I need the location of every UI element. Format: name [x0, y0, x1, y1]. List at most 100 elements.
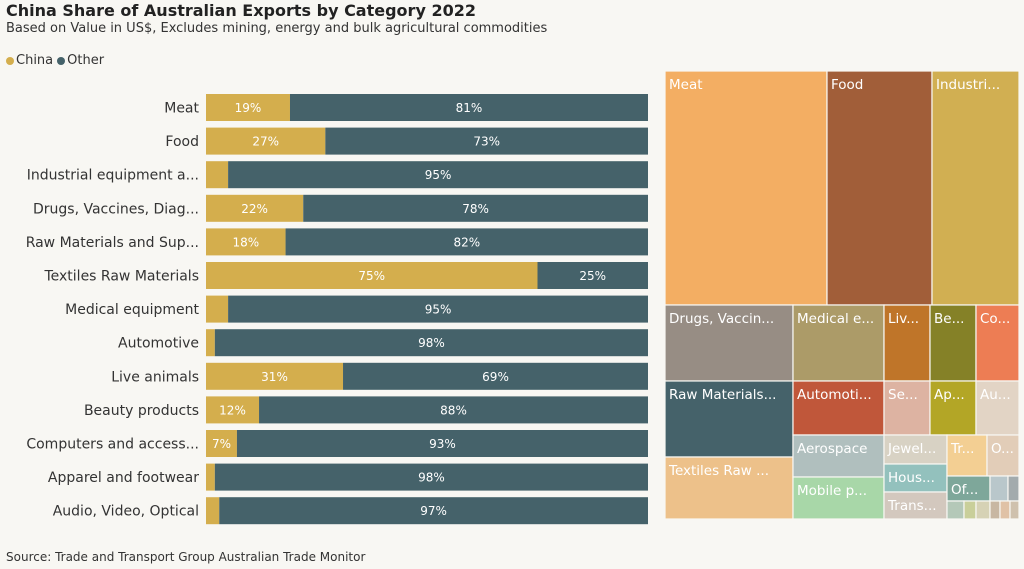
- chart-subtitle: Based on Value in US$, Excludes mining, …: [6, 21, 548, 36]
- treemap: Meat Food Industri... Drugs, Vaccin... Medic…: [664, 70, 1020, 520]
- bar-segment-china[interactable]: [206, 295, 229, 323]
- data-label: 78%: [462, 202, 489, 216]
- bar-segment-china[interactable]: [206, 463, 215, 491]
- data-label: 88%: [440, 403, 467, 417]
- treemap-cell-label: Liv...: [888, 311, 919, 327]
- chart-title: China Share of Australian Exports by Cat…: [6, 1, 476, 20]
- treemap-cell-label: Aerospace: [797, 441, 867, 457]
- data-label: 75%: [358, 269, 385, 283]
- data-label: 22%: [241, 202, 268, 216]
- treemap-cell[interactable]: [664, 380, 794, 458]
- bar-segment-china[interactable]: [206, 497, 220, 525]
- bar-segment-other[interactable]: [303, 194, 648, 222]
- data-label: 95%: [425, 168, 452, 182]
- bar-segment-other[interactable]: [236, 430, 648, 457]
- category-label: Computers and access...: [26, 437, 199, 453]
- data-label: 81%: [456, 101, 483, 115]
- bar-segment-other[interactable]: [289, 94, 648, 121]
- treemap-cell-label: Be...: [934, 311, 964, 327]
- treemap-cell[interactable]: [664, 70, 828, 306]
- treemap-cell-label: Drugs, Vaccin...: [669, 311, 774, 327]
- treemap-cell[interactable]: [883, 434, 948, 465]
- bar-segment-china[interactable]: [206, 362, 344, 390]
- category-label: Audio, Video, Optical: [53, 504, 199, 520]
- category-label: Food: [165, 134, 199, 150]
- category-label: Raw Materials and Sup...: [26, 235, 199, 251]
- data-label: 12%: [219, 403, 246, 417]
- treemap-cell[interactable]: [792, 434, 885, 478]
- legend-swatch-china: [6, 56, 14, 65]
- treemap-cell[interactable]: [664, 456, 794, 520]
- bar-segment-china[interactable]: [206, 430, 237, 457]
- treemap-cell[interactable]: [999, 500, 1011, 520]
- bar-segment-other[interactable]: [343, 362, 648, 390]
- category-label: Drugs, Vaccines, Diag...: [33, 201, 199, 217]
- treemap-cell[interactable]: [883, 491, 948, 520]
- bar-segment-other[interactable]: [325, 127, 648, 155]
- treemap-cell[interactable]: [826, 70, 933, 306]
- data-label: 97%: [420, 504, 447, 518]
- bar-segment-china[interactable]: [206, 228, 286, 256]
- treemap-cell-label: O...: [991, 441, 1014, 457]
- treemap-cell-label: Tr...: [950, 441, 974, 457]
- treemap-cell-label: Co...: [980, 311, 1010, 327]
- treemap-cell[interactable]: [792, 476, 885, 520]
- bar-segment-other[interactable]: [259, 396, 648, 424]
- data-label: 69%: [482, 370, 509, 384]
- treemap-cell[interactable]: [931, 70, 1020, 306]
- legend-label-china: China: [16, 53, 54, 68]
- treemap-cell-label: Mobile p...: [797, 483, 867, 499]
- bar-segment-china[interactable]: [206, 161, 229, 189]
- treemap-cell[interactable]: [989, 475, 1009, 502]
- bar-segment-china[interactable]: [206, 194, 304, 222]
- treemap-cell[interactable]: [963, 500, 977, 520]
- treemap-cell[interactable]: [883, 304, 931, 382]
- bar-segment-other[interactable]: [214, 463, 648, 491]
- treemap-cell[interactable]: [1009, 500, 1020, 520]
- stacked-bar-chart: Meat 19% 81% Food 27% 73% Industrial equipment…: [26, 94, 649, 525]
- legend-swatch-other: [57, 56, 66, 65]
- bar-segment-china[interactable]: [206, 262, 538, 289]
- data-label: 31%: [261, 370, 288, 384]
- bar-segment-china[interactable]: [206, 396, 260, 424]
- treemap-cell-label: Medical e...: [797, 311, 874, 327]
- treemap-cell-label: Jewel...: [887, 441, 936, 457]
- legend-item-other[interactable]: Other: [57, 53, 104, 68]
- category-label: Industrial equipment a...: [27, 168, 199, 184]
- treemap-cell-label: Industri...: [936, 77, 1000, 93]
- category-label: Medical equipment: [65, 302, 199, 318]
- treemap-cell[interactable]: [792, 304, 885, 382]
- treemap-cell[interactable]: [975, 380, 1020, 436]
- treemap-cell-label: Hous...: [888, 470, 935, 486]
- data-label: 18%: [232, 235, 259, 249]
- bar-segment-china[interactable]: [206, 329, 215, 357]
- treemap-cell[interactable]: [946, 500, 965, 520]
- bar-segment-other[interactable]: [228, 161, 648, 189]
- treemap-cell[interactable]: [989, 500, 1001, 520]
- category-label: Automotive: [118, 336, 199, 352]
- bar-segment-other[interactable]: [219, 497, 648, 525]
- data-label: 19%: [235, 101, 262, 115]
- treemap-cell[interactable]: [1007, 475, 1020, 502]
- treemap-cell-label: Meat: [669, 77, 703, 93]
- treemap-cell[interactable]: [975, 500, 991, 520]
- category-label: Meat: [164, 101, 199, 117]
- data-label: 82%: [453, 235, 480, 249]
- data-label: 25%: [579, 269, 606, 283]
- treemap-cell[interactable]: [883, 380, 931, 436]
- bar-segment-china[interactable]: [206, 94, 290, 121]
- treemap-cell-label: Ap...: [934, 387, 965, 403]
- source-note: Source: Trade and Transport Group Austra…: [6, 550, 366, 564]
- data-label: 73%: [473, 135, 500, 149]
- bar-segment-other[interactable]: [537, 262, 649, 289]
- bar-segment-china[interactable]: [206, 127, 326, 155]
- bar-segment-other[interactable]: [285, 228, 648, 256]
- bar-segment-other[interactable]: [214, 329, 648, 357]
- data-label: 27%: [252, 135, 279, 149]
- treemap-cell-label: Au...: [980, 387, 1011, 403]
- data-label: 95%: [425, 303, 452, 317]
- treemap-cell[interactable]: [986, 434, 1020, 477]
- legend-item-china[interactable]: China: [6, 53, 53, 68]
- bar-segment-other[interactable]: [228, 295, 648, 323]
